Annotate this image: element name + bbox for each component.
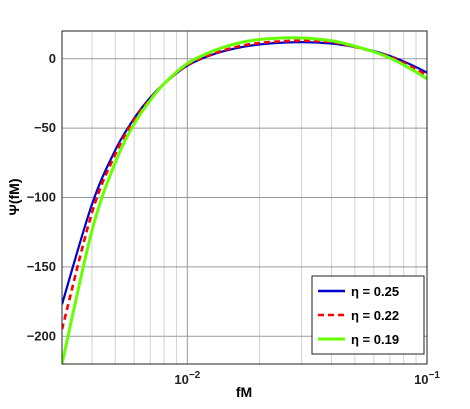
legend-entry-label: η = 0.19 [351,332,399,347]
legend-entry-label: η = 0.22 [351,308,399,323]
x-tick-label: 10−2 [174,370,200,387]
legend-box [311,275,425,355]
y-tick-label: −150 [27,259,56,274]
series-layer [62,36,427,364]
legend: η = 0.25 η = 0.22 η = 0.19 [311,275,425,355]
y-tick-label: 0 [49,51,56,66]
x-axis-label: fM [236,384,252,400]
y-tick-label: −200 [27,328,56,343]
y-tick-labels: 0 −50 −100 −150 −200 [27,51,56,344]
plot-frame [61,30,428,365]
series-line [62,36,427,364]
y-tick-label: −50 [34,120,56,135]
x-tick-label: 10−1 [414,370,440,387]
legend-entry-label: η = 0.25 [351,284,399,299]
x-tick-labels: 10−2 10−1 [174,370,440,387]
y-axis-label: Ψ(fM) [6,179,22,216]
y-tick-label: −100 [27,190,56,205]
